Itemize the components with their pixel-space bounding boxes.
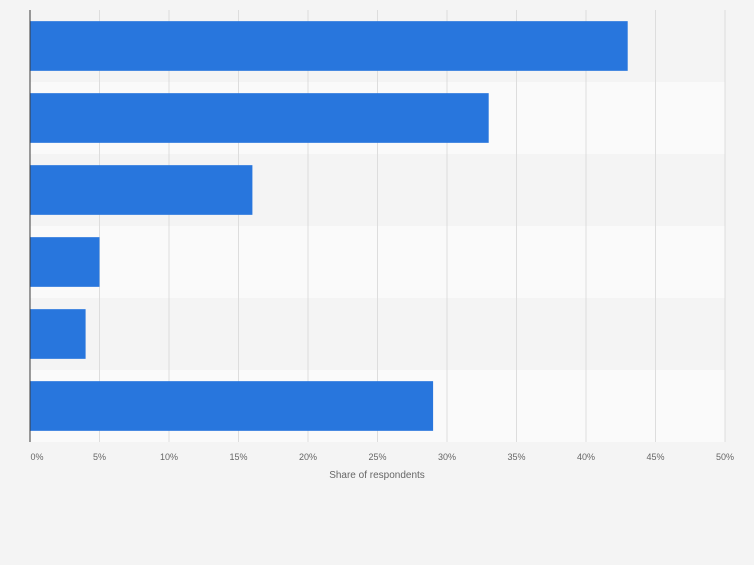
x-tick-label: 30% (438, 452, 456, 462)
x-axis-label: Share of respondents (329, 470, 425, 481)
x-tick-label: 45% (646, 452, 664, 462)
x-tick-label: 40% (577, 452, 595, 462)
bar[interactable] (30, 93, 489, 143)
bar[interactable] (30, 21, 628, 71)
x-tick-label: 5% (93, 452, 106, 462)
bar[interactable] (30, 309, 86, 359)
x-tick-labels: 0% 5% 10% 15% 20% 25% 30% 35% 40% 45% 50% (30, 452, 734, 462)
gridlines (99, 10, 726, 442)
bar[interactable] (30, 381, 434, 431)
x-tick-label: 15% (229, 452, 247, 462)
x-tick-label: 10% (160, 452, 178, 462)
x-tick-label: 25% (368, 452, 386, 462)
x-tick-label: 35% (507, 452, 525, 462)
bar[interactable] (30, 165, 253, 215)
x-tick-label: 0% (30, 452, 43, 462)
x-tick-label: 20% (299, 452, 317, 462)
bars (30, 21, 628, 431)
x-tick-label: 50% (716, 452, 734, 462)
bar[interactable] (30, 237, 100, 287)
